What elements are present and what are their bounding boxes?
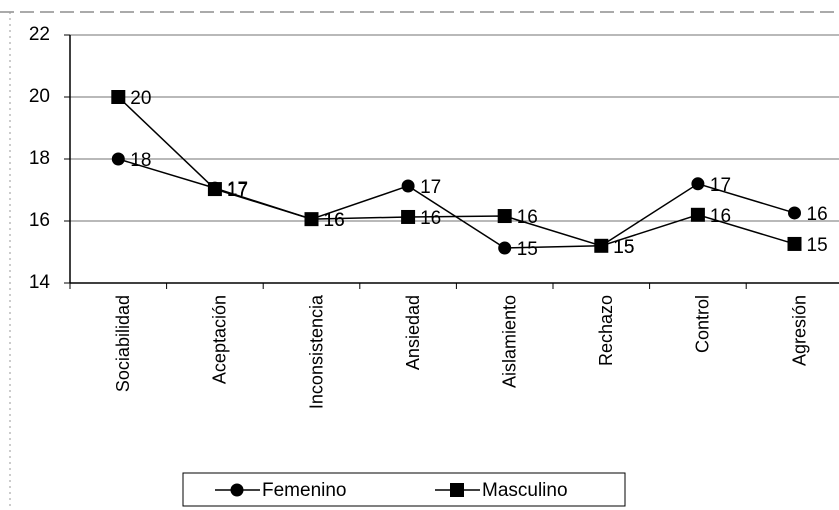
data-label: 18: [130, 150, 151, 171]
data-point: [498, 241, 512, 255]
data-point: [497, 209, 512, 224]
data-point: [691, 177, 705, 191]
y-tick-label: 16: [29, 210, 50, 231]
data-label: 20: [130, 88, 151, 109]
x-tick-label: Control: [693, 295, 713, 353]
series-line: [117, 96, 795, 247]
data-label: 16: [517, 207, 538, 228]
series-line: [118, 158, 795, 249]
x-tick-label: Rechazo: [596, 295, 616, 366]
data-point: [788, 206, 801, 220]
data-label: 16: [324, 210, 345, 231]
data-label: 15: [613, 237, 634, 258]
data-point: [111, 90, 126, 104]
y-tick-label: 22: [29, 24, 50, 45]
legend-label: Femenino: [262, 480, 347, 501]
data-label: 17: [227, 180, 248, 201]
data-label: 16: [807, 204, 828, 225]
data-label: 16: [324, 210, 345, 231]
x-tick-label: Ansiedad: [403, 295, 423, 370]
data-point: [401, 209, 416, 224]
y-tick-label: 20: [29, 86, 50, 107]
data-point: [207, 182, 222, 197]
data-label: 17: [420, 177, 441, 198]
legend-label: Masculino: [482, 480, 568, 501]
data-label: 16: [710, 206, 731, 227]
x-tick-label: Aislamiento: [499, 295, 519, 388]
data-point: [304, 212, 319, 227]
data-label: 15: [517, 239, 538, 260]
data-label: 15: [613, 237, 634, 258]
y-tick-label: 14: [29, 272, 51, 293]
data-point: [787, 236, 802, 251]
legend: Femenino Masculino: [182, 472, 626, 507]
x-tick-label: Agresión: [789, 295, 809, 366]
data-label: 17: [710, 175, 731, 196]
x-tick-label: Aceptación: [210, 295, 230, 384]
legend-marker: [450, 483, 464, 497]
legend-marker: [230, 483, 244, 497]
data-point: [111, 152, 125, 166]
data-point: [594, 238, 609, 253]
data-label: 16: [420, 208, 441, 229]
data-point: [401, 179, 415, 193]
data-point: [690, 207, 705, 222]
x-tick-label: Sociabilidad: [113, 295, 133, 392]
data-label: 15: [807, 235, 828, 256]
x-tick-label: Inconsistencia: [306, 294, 326, 409]
y-tick-label: 18: [29, 148, 50, 169]
